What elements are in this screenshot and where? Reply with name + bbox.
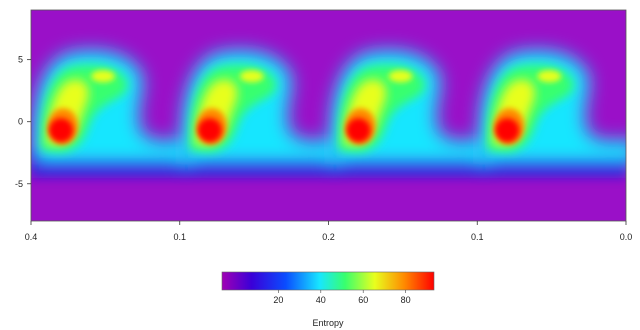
heat-upper-blob [239,70,264,83]
heat-lobe [181,50,340,165]
heat-lobe [478,50,626,165]
y-axis: 5 0 -5 [15,55,31,189]
y-tick-label: -5 [15,179,23,189]
heat-lobe [330,50,489,165]
y-tick-label: 0 [18,117,23,127]
heat-lobe [32,50,191,165]
colorbar-tick-label: 40 [316,295,326,305]
x-tick-label: 0.1 [173,232,186,242]
colorbar-tick-label: 60 [358,295,368,305]
heat-red-peak [49,118,73,143]
y-tick-label: 5 [18,55,23,65]
colorbar-gradient [221,271,435,291]
colorbar-title: Entropy [312,318,344,328]
colorbar-tick-label: 20 [273,295,283,305]
colorbar: 20 40 60 80 Entropy [221,271,435,328]
heat-upper-blob [388,70,413,83]
x-tick-label: 0.1 [471,232,484,242]
heat-red-peak [346,118,371,143]
colorbar-tick-label: 80 [401,295,411,305]
x-axis: 0.4 0.1 0.2 0.1 0.0 [25,221,633,242]
heat-red-peak [197,118,222,143]
heat-upper-blob [91,70,115,83]
heat-red-peak [495,118,520,143]
x-tick-label: 0.4 [25,232,38,242]
heat-layers [32,50,626,165]
colorbar-ticks: 20 40 60 80 [273,290,411,305]
plot-area [31,10,626,221]
x-tick-label: 0.2 [322,232,335,242]
x-tick-label: 0.0 [620,232,633,242]
heat-upper-blob [537,70,562,83]
